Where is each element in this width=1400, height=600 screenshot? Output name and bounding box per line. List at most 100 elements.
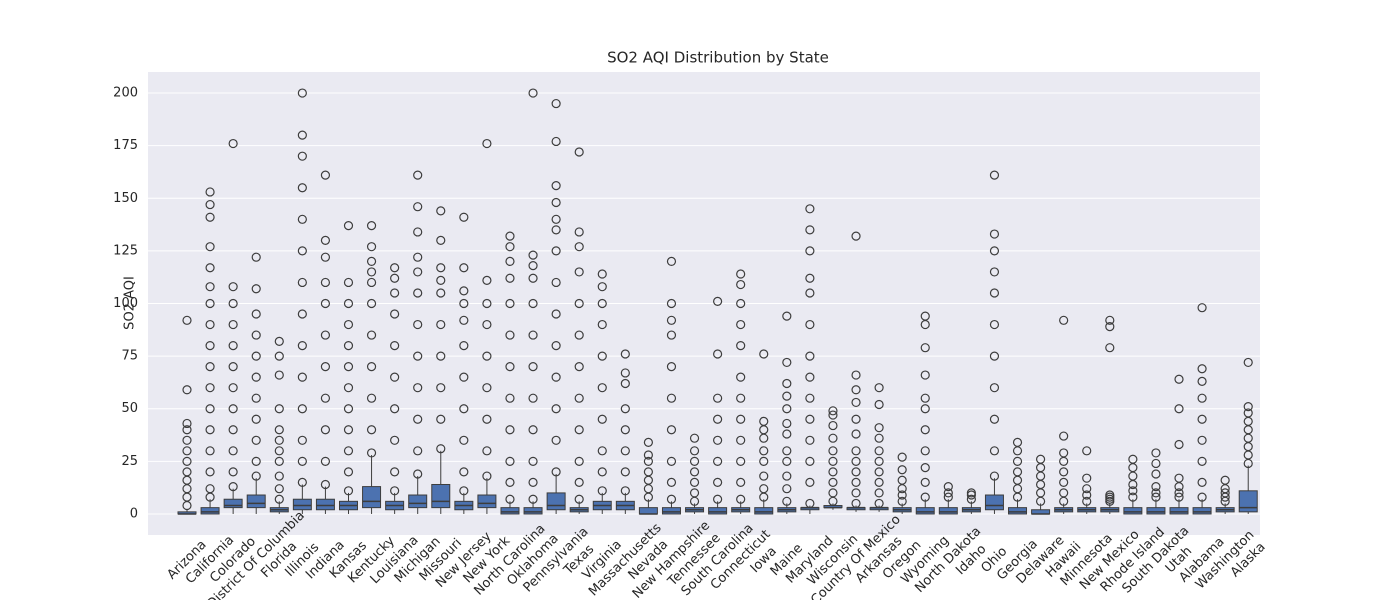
outlier [390, 372, 400, 382]
outlier [643, 456, 654, 466]
outlier [1197, 376, 1207, 386]
outlier [505, 231, 515, 241]
outlier [828, 456, 838, 466]
outlier [782, 446, 792, 456]
outlier [413, 202, 423, 212]
outlier [1059, 315, 1069, 325]
outlier [920, 370, 930, 380]
outlier [805, 456, 815, 466]
outlier [297, 88, 307, 98]
outlier [436, 263, 446, 273]
outlier [1243, 408, 1253, 418]
outlier [366, 362, 377, 372]
outlier [782, 484, 792, 494]
outlier [666, 256, 677, 267]
outlier [851, 397, 861, 408]
outlier [805, 204, 815, 214]
outlier [805, 246, 815, 256]
outlier [1082, 484, 1092, 494]
outlier [874, 477, 884, 487]
outlier [505, 298, 515, 309]
outlier [736, 414, 746, 424]
outlier [505, 362, 515, 372]
outlier [805, 414, 815, 424]
outlier [251, 372, 261, 382]
outlier [528, 88, 538, 98]
outlier [897, 490, 907, 500]
outlier [182, 467, 192, 477]
outlier [205, 263, 215, 273]
outlier [482, 319, 492, 330]
outlier [713, 393, 723, 403]
outlier [390, 273, 400, 283]
outlier [413, 252, 423, 262]
outlier [597, 383, 607, 393]
outlier [782, 471, 792, 481]
outlier [828, 433, 838, 443]
y-tick-label: 25 [121, 454, 138, 469]
outlier [989, 446, 1000, 456]
outlier [874, 383, 884, 393]
outlier [482, 138, 492, 149]
outlier [851, 231, 861, 241]
outlier [805, 288, 815, 298]
outlier [436, 414, 446, 424]
outlier [366, 298, 377, 309]
outlier [528, 456, 538, 466]
outlier [1059, 448, 1069, 458]
outlier [528, 261, 538, 271]
outlier [713, 477, 723, 487]
outlier [205, 467, 215, 477]
outlier [343, 425, 354, 435]
outlier [782, 496, 792, 506]
outlier [1197, 435, 1207, 445]
outlier [528, 425, 538, 435]
outlier [482, 471, 492, 481]
chart-title: SO2 AQI Distribution by State [607, 49, 829, 67]
outlier [620, 368, 630, 378]
outlier [251, 456, 261, 466]
outlier [1174, 488, 1184, 498]
outlier [943, 488, 953, 498]
outlier [666, 477, 677, 487]
outlier [320, 362, 331, 372]
outlier [297, 151, 307, 161]
outlier [597, 351, 607, 361]
outlier [759, 484, 769, 494]
outlier [343, 467, 354, 477]
outlier [1174, 473, 1184, 483]
outlier [390, 340, 400, 351]
outlier [528, 273, 538, 283]
outlier [551, 98, 561, 109]
outlier [805, 498, 815, 509]
outlier [436, 275, 446, 285]
box [546, 492, 566, 511]
outlier [505, 242, 515, 252]
outlier [1035, 454, 1046, 464]
outlier [851, 456, 861, 466]
outlier [320, 479, 331, 490]
outlier [874, 423, 884, 433]
outlier [920, 446, 930, 456]
outlier [736, 269, 746, 279]
box [661, 507, 681, 515]
outlier [413, 351, 423, 361]
outlier [989, 383, 1000, 393]
outlier [413, 267, 423, 277]
outlier [574, 147, 584, 157]
outlier [689, 488, 700, 498]
outlier [366, 267, 377, 277]
outlier [297, 309, 307, 319]
outlier [851, 429, 861, 439]
outlier [274, 425, 284, 435]
outlier [390, 467, 400, 477]
box [1008, 507, 1028, 515]
outlier [551, 197, 561, 208]
outlier [713, 435, 723, 445]
outlier [1151, 448, 1161, 458]
outlier [828, 406, 838, 416]
outlier [989, 414, 1000, 424]
outlier [1128, 492, 1138, 502]
outlier [874, 433, 884, 443]
